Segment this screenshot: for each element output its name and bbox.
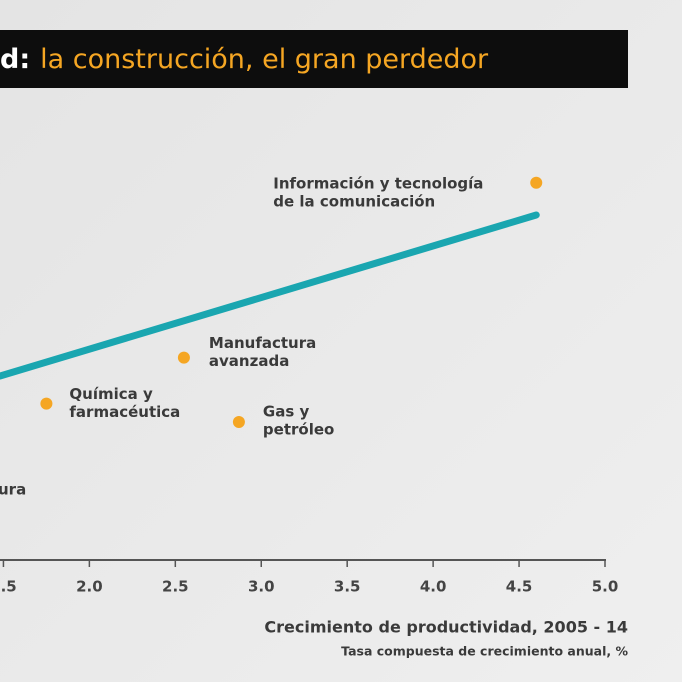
x-tick-label: 3.5	[334, 578, 361, 596]
x-tick-label: 4.5	[506, 578, 533, 596]
x-tick-label: 5.0	[592, 578, 619, 596]
x-tick-label: 1.5	[0, 578, 17, 596]
trend-line	[0, 211, 540, 380]
point-label: Información y tecnología	[273, 174, 483, 192]
point-label: farmacéutica	[69, 403, 180, 421]
x-tick-label: 2.5	[162, 578, 189, 596]
point	[530, 176, 543, 189]
title: d: la construcción, el gran perdedor	[0, 44, 489, 75]
point-label: Gas y	[263, 403, 310, 421]
point	[40, 397, 53, 410]
point-label: Química y	[69, 385, 153, 403]
point	[177, 351, 190, 364]
x-tick-label: 3.0	[248, 578, 275, 596]
title-text: la construcción, el gran perdedor	[40, 44, 489, 75]
point-label: Manufactura	[209, 334, 316, 352]
x-tick-label: 4.0	[420, 578, 447, 596]
point	[232, 416, 245, 428]
x-tick-label: 2.0	[76, 578, 103, 596]
point-label: petróleo	[263, 421, 334, 439]
annotation: ura	[0, 481, 26, 499]
title-lead: d:	[0, 44, 30, 75]
x-axis-title: Crecimiento de productividad, 2005 - 14	[264, 618, 628, 637]
point-label: de la comunicación	[273, 192, 435, 210]
point-label: avanzada	[209, 352, 289, 370]
x-axis-subtitle: Tasa compuesta de crecimiento anual, %	[341, 644, 628, 659]
title-bar	[0, 30, 628, 88]
